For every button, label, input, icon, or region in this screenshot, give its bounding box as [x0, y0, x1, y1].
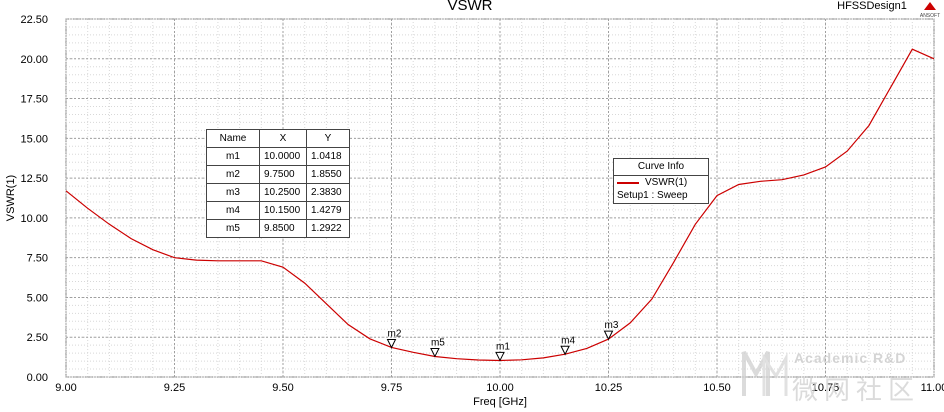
x-tick-label: 10.50 [703, 382, 731, 394]
watermark-subtext: 微网社区 [792, 376, 921, 406]
marker-name: m2 [206, 165, 260, 184]
markers: m1 m2 m3 m4 m5 [386, 320, 619, 362]
y-tick-label: 2.50 [27, 332, 48, 344]
marker-y: 1.8550 [306, 165, 350, 184]
marker-label-m4: m4 [561, 335, 575, 346]
marker-y: 1.0418 [306, 147, 350, 166]
table-row: m1 10.0000 1.0418 [206, 147, 350, 166]
y-tick-label: 22.50 [20, 14, 48, 26]
y-axis-label: VSWR(1) [5, 175, 17, 221]
y-tick-label: 10.00 [20, 213, 48, 225]
marker-name: m1 [206, 147, 260, 166]
x-tick-label: 10.75 [812, 382, 840, 394]
marker-name: m4 [206, 201, 260, 220]
marker-x: 10.2500 [259, 183, 307, 202]
table-row: m5 9.8500 1.2922 [206, 219, 350, 238]
watermark-text: Academic R&D [794, 350, 907, 366]
x-axis-label: Freq [GHz] [473, 396, 527, 408]
table-row: m3 10.2500 2.3830 [206, 183, 350, 202]
ansoft-logo: ANSOFT [920, 2, 940, 19]
x-tick-label: 10.25 [595, 382, 623, 394]
marker-label-m3: m3 [605, 320, 619, 331]
marker-label-m1: m1 [496, 341, 510, 352]
marker-table-header: Name X Y [206, 129, 350, 148]
marker-col-x: X [259, 129, 307, 148]
marker-triangle-m3 [603, 330, 614, 341]
x-tick-label: 9.00 [55, 382, 76, 394]
marker-triangle-m2 [386, 338, 397, 349]
marker-x: 10.1500 [259, 201, 307, 220]
y-tick-label: 12.50 [20, 173, 48, 185]
marker-label-m5: m5 [431, 337, 445, 348]
design-name: HFSSDesign1 [837, 0, 907, 12]
marker-label-m2: m2 [388, 328, 402, 339]
marker-x: 10.0000 [259, 147, 307, 166]
curve-info-entry: VSWR(1) [614, 176, 708, 189]
y-tick-label: 0.00 [27, 372, 48, 384]
y-tick-label: 17.50 [20, 94, 48, 106]
curve-info-setup: Setup1 : Sweep [617, 190, 688, 201]
x-tick-label: 10.00 [486, 382, 514, 394]
watermark-logo-icon [742, 351, 788, 396]
marker-name: m3 [206, 183, 260, 202]
marker-y: 1.4279 [306, 201, 350, 220]
y-tick-label: 15.00 [20, 133, 48, 145]
x-tick-label: 9.50 [272, 382, 293, 394]
y-tick-labels: 0.00 2.50 5.00 7.50 10.00 12.50 15.00 17.50 20.0… [20, 14, 48, 384]
curve-color-swatch [617, 181, 639, 184]
marker-table: Name X Y m1 10.0000 1.0418 m2 9.7500 1.8… [206, 129, 350, 238]
marker-name: m5 [206, 219, 260, 238]
marker-triangle-m1 [495, 351, 505, 362]
x-tick-labels: 9.00 9.25 9.50 9.75 10.00 10.25 10.50 10.75 11.0… [55, 382, 944, 394]
chart-title: VSWR [448, 0, 493, 14]
marker-y: 2.3830 [306, 183, 350, 202]
marker-x: 9.7500 [259, 165, 307, 184]
x-tick-label: 11.00 [921, 382, 944, 394]
marker-triangle-m4 [560, 345, 570, 356]
marker-col-y: Y [306, 129, 350, 148]
table-row: m4 10.1500 1.4279 [206, 201, 350, 220]
curve-info-legend: Curve Info VSWR(1) Setup1 : Sweep [613, 158, 709, 204]
marker-triangle-m5 [430, 347, 440, 358]
curve-info-title: Curve Info [614, 159, 708, 176]
marker-col-name: Name [206, 129, 260, 148]
marker-y: 1.2922 [306, 219, 350, 238]
y-tick-label: 7.50 [27, 253, 48, 265]
curve-info-label: VSWR(1) [645, 177, 688, 188]
svg-text:ANSOFT: ANSOFT [920, 13, 940, 19]
x-tick-label: 9.25 [164, 382, 185, 394]
y-tick-label: 5.00 [27, 292, 48, 304]
table-row: m2 9.7500 1.8550 [206, 165, 350, 184]
x-tick-label: 9.75 [381, 382, 402, 394]
marker-x: 9.8500 [259, 219, 307, 238]
y-tick-label: 20.00 [20, 54, 48, 66]
watermark: Academic R&D 微网社区 [740, 346, 940, 406]
